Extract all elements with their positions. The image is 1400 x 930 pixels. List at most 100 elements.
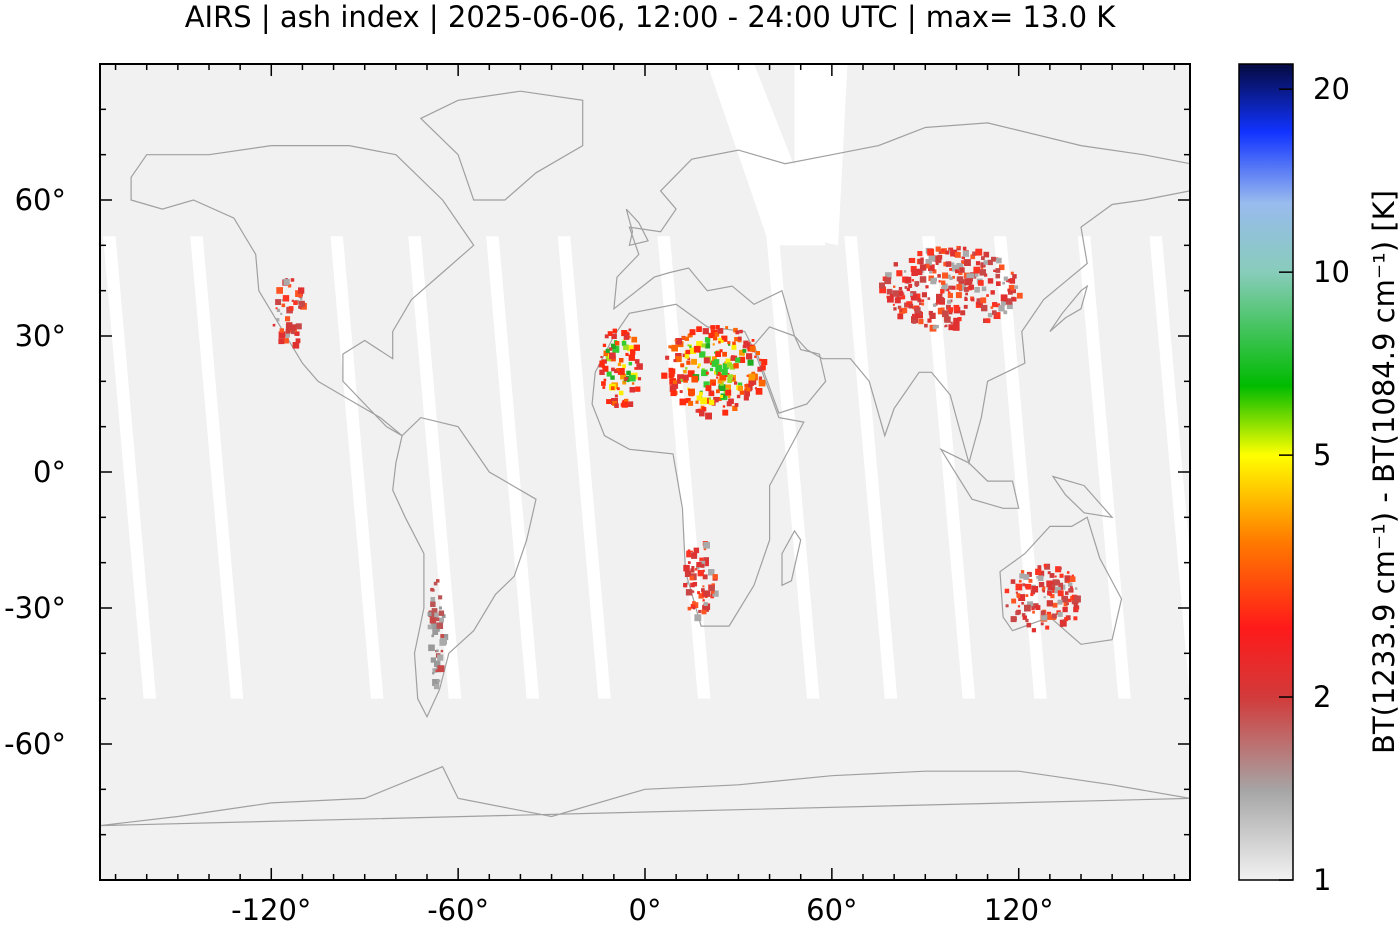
ash-pixel: [690, 582, 695, 588]
ash-pixel: [727, 374, 733, 380]
ash-pixel: [919, 313, 922, 316]
ash-pixel: [432, 668, 438, 673]
ash-pixel: [427, 624, 433, 630]
ash-pixel: [625, 352, 629, 356]
ash-pixel: [272, 323, 276, 327]
ash-pixel: [1060, 624, 1064, 627]
ash-pixel: [1061, 595, 1068, 603]
ash-pixel: [431, 613, 436, 618]
ash-pixel: [1074, 595, 1081, 603]
ash-pixel: [610, 386, 615, 390]
ash-pixel: [677, 374, 684, 381]
ash-pixel: [298, 300, 305, 308]
ash-pixel: [300, 297, 303, 301]
ash-pixel: [1075, 607, 1079, 611]
ash-pixel: [442, 634, 449, 641]
ash-pixel: [634, 359, 640, 364]
ash-pixel: [935, 246, 941, 252]
ash-pixel: [886, 288, 893, 295]
ash-pixel: [703, 541, 710, 549]
ash-pixel: [290, 278, 295, 282]
ash-pixel: [437, 679, 441, 683]
ash-pixel: [1025, 618, 1029, 623]
ash-pixel: [712, 343, 715, 346]
ash-pixel: [759, 358, 762, 362]
ash-pixel: [440, 649, 444, 653]
ash-pixel: [901, 295, 906, 299]
ash-pixel: [705, 385, 712, 392]
ash-pixel: [968, 284, 974, 290]
ash-pixel: [917, 298, 922, 303]
ash-pixel: [964, 259, 971, 266]
ash-pixel: [283, 338, 289, 344]
ash-pixel: [1050, 594, 1055, 599]
ash-pixel: [894, 297, 901, 304]
ash-pixel: [918, 258, 924, 265]
ash-pixel: [670, 390, 677, 397]
ash-pixel: [295, 338, 301, 344]
swath-gap: [330, 236, 384, 699]
ash-pixel: [291, 299, 294, 302]
ash-pixel: [929, 270, 932, 274]
ash-pixel: [1055, 566, 1062, 573]
ash-pixel: [431, 608, 438, 614]
ash-layer: [272, 245, 1081, 690]
ash-pixel: [628, 361, 633, 366]
ash-pixel: [436, 628, 440, 632]
ash-pixel: [736, 394, 741, 399]
ash-pixel: [1052, 602, 1058, 608]
ash-pixel: [962, 246, 967, 251]
ash-pixel: [938, 297, 944, 303]
ash-pixel: [687, 606, 692, 611]
ash-pixel: [689, 329, 696, 336]
ash-pixel: [721, 369, 728, 376]
ash-pixel: [1013, 617, 1017, 621]
ash-pixel: [938, 249, 944, 254]
ash-pixel: [622, 339, 625, 342]
ash-pixel: [700, 397, 707, 405]
ash-pixel: [621, 401, 628, 408]
ash-pixel: [1048, 583, 1055, 591]
ash-pixel: [712, 590, 719, 597]
ash-pixel: [1027, 601, 1033, 608]
ash-region: [272, 278, 307, 349]
ash-pixel: [912, 319, 917, 324]
ash-pixel: [1005, 604, 1009, 608]
ash-pixel: [698, 609, 702, 614]
ash-pixel: [879, 282, 885, 289]
ash-pixel: [940, 289, 945, 294]
ash-pixel: [438, 595, 443, 600]
ash-pixel: [674, 339, 677, 342]
ash-pixel: [690, 603, 696, 609]
ash-pixel: [1046, 600, 1053, 607]
ash-pixel: [298, 305, 302, 309]
ash-pixel: [987, 259, 993, 266]
ash-pixel: [893, 285, 896, 288]
ash-pixel: [1059, 573, 1064, 578]
swath-gap: [1077, 236, 1131, 699]
ash-pixel: [1001, 300, 1006, 306]
ash-pixel: [983, 251, 990, 258]
ash-pixel: [951, 285, 956, 290]
ash-pixel: [1017, 605, 1021, 608]
ash-pixel: [1023, 574, 1030, 580]
ash-pixel: [686, 360, 691, 365]
ash-pixel: [704, 337, 711, 343]
ash-pixel: [433, 581, 438, 586]
swath-gap: [486, 236, 540, 699]
ash-pixel: [599, 369, 605, 375]
ash-pixel: [285, 316, 291, 322]
colorbar-tick-label: 5: [1313, 438, 1331, 472]
ash-pixel: [955, 292, 962, 299]
ash-pixel: [683, 564, 690, 572]
ash-pixel: [633, 344, 640, 351]
ash-pixel: [1064, 575, 1071, 582]
ash-pixel: [1032, 610, 1035, 614]
ash-pixel: [917, 251, 923, 257]
ash-pixel: [624, 377, 629, 381]
ash-pixel: [438, 610, 445, 616]
colorbar-tick-label: 20: [1313, 72, 1350, 106]
ash-pixel: [702, 574, 708, 580]
ash-pixel: [435, 617, 438, 621]
ash-pixel: [724, 361, 727, 364]
